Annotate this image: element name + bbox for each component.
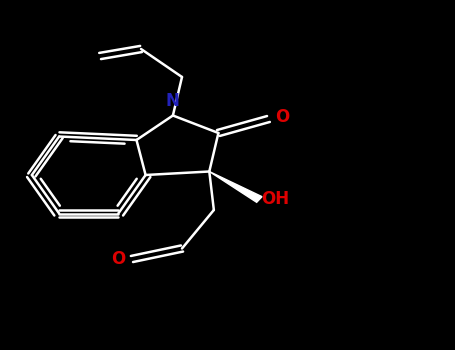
Text: O: O (275, 108, 289, 126)
Text: N: N (166, 92, 180, 110)
Text: O: O (111, 250, 125, 268)
Text: OH: OH (262, 190, 290, 209)
Polygon shape (209, 172, 262, 202)
